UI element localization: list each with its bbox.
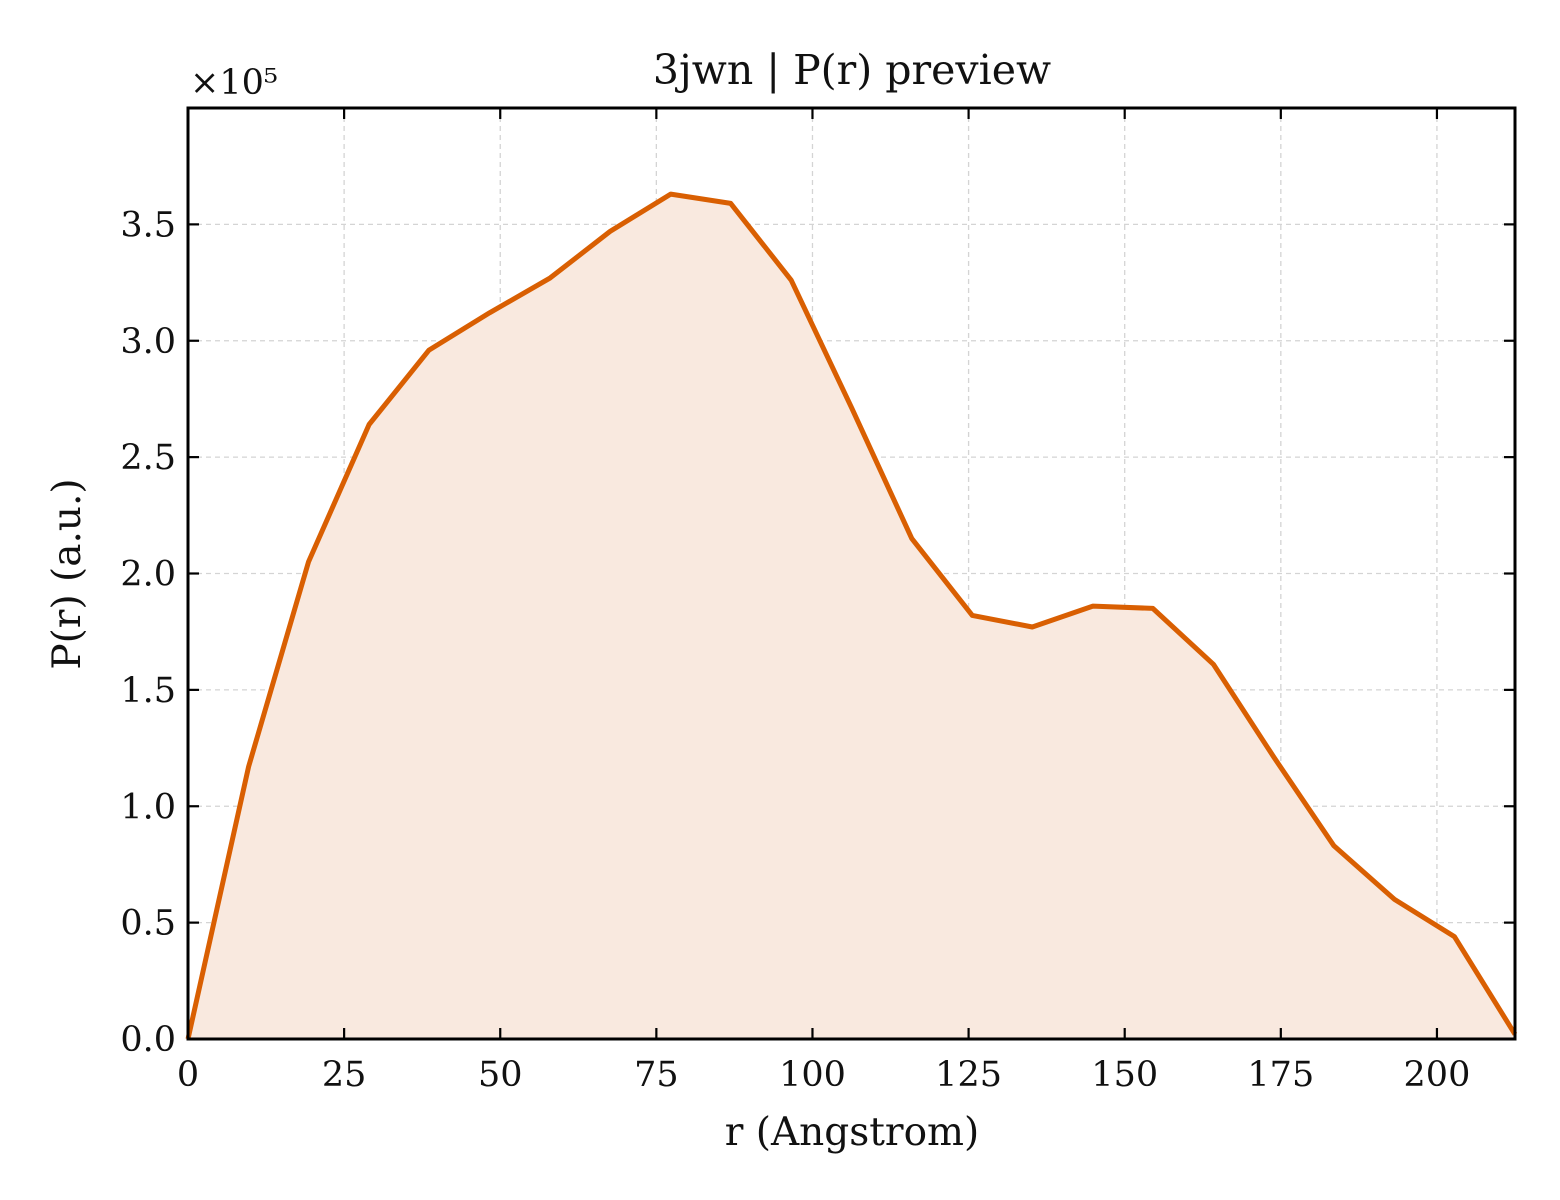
y-tick-label: 1.5 <box>120 671 176 711</box>
x-tick-label: 100 <box>779 1055 846 1095</box>
y-tick-label: 2.5 <box>120 438 176 478</box>
x-tick-label: 0 <box>177 1055 199 1095</box>
x-tick-label: 25 <box>322 1055 367 1095</box>
x-tick-label: 50 <box>478 1055 523 1095</box>
plot-layer <box>185 191 1518 1040</box>
x-tick-label: 150 <box>1091 1055 1158 1095</box>
tick-layer: 0 25 50 75 100 125 150 175 200 0.0 0.5 1.0 1.5 2.0 2.5… <box>120 108 1515 1095</box>
y-tick-label: 0.0 <box>120 1020 176 1060</box>
chart-title: 3jwn | P(r) preview <box>653 46 1051 94</box>
x-tick-label: 175 <box>1247 1055 1314 1095</box>
y-multiplier-label: ×10⁵ <box>190 63 278 103</box>
y-tick-label: 1.0 <box>120 787 176 827</box>
y-tick-label: 3.0 <box>120 322 176 362</box>
y-tick-label: 2.0 <box>120 555 176 595</box>
x-tick-label: 125 <box>935 1055 1002 1095</box>
y-tick-label: 3.5 <box>120 205 176 245</box>
pr-series-line <box>185 191 1518 1040</box>
pr-area-fill <box>188 194 1515 1040</box>
x-tick-label: 200 <box>1404 1055 1471 1095</box>
x-tick-label: 75 <box>634 1055 679 1095</box>
y-tick-label: 0.5 <box>120 904 176 944</box>
x-axis-label: r (Angstrom) <box>725 1110 980 1155</box>
y-axis-label: P(r) (a.u.) <box>45 478 90 669</box>
